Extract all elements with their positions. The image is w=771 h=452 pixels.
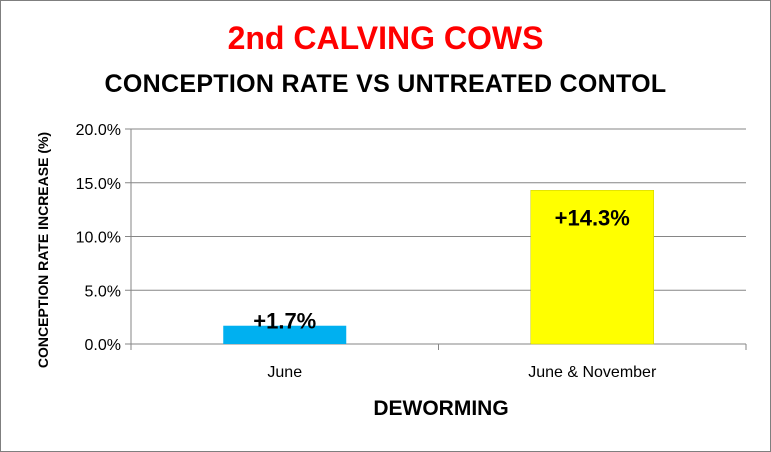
data-label: +14.3% (555, 205, 630, 230)
y-tick-label: 0.0% (85, 337, 121, 354)
bar-june (223, 325, 347, 344)
bar-june-november (530, 190, 654, 345)
y-tick-label: 10.0% (76, 230, 121, 247)
x-category-label: June & November (528, 364, 657, 381)
x-category-label: June (267, 364, 302, 381)
chart-subtitle: CONCEPTION RATE VS UNTREATED CONTOL (104, 70, 667, 98)
data-label: +1.7% (253, 309, 316, 334)
chart-title: 2nd CALVING COWS (227, 20, 544, 56)
x-axis-label: DEWORMING (373, 397, 509, 420)
y-tick-label: 15.0% (76, 176, 121, 193)
y-tick-label: 5.0% (85, 283, 121, 300)
y-axis-label: CONCEPTION RATE INCREASE (%) (35, 131, 51, 369)
y-tick-label: 20.0% (76, 122, 121, 139)
